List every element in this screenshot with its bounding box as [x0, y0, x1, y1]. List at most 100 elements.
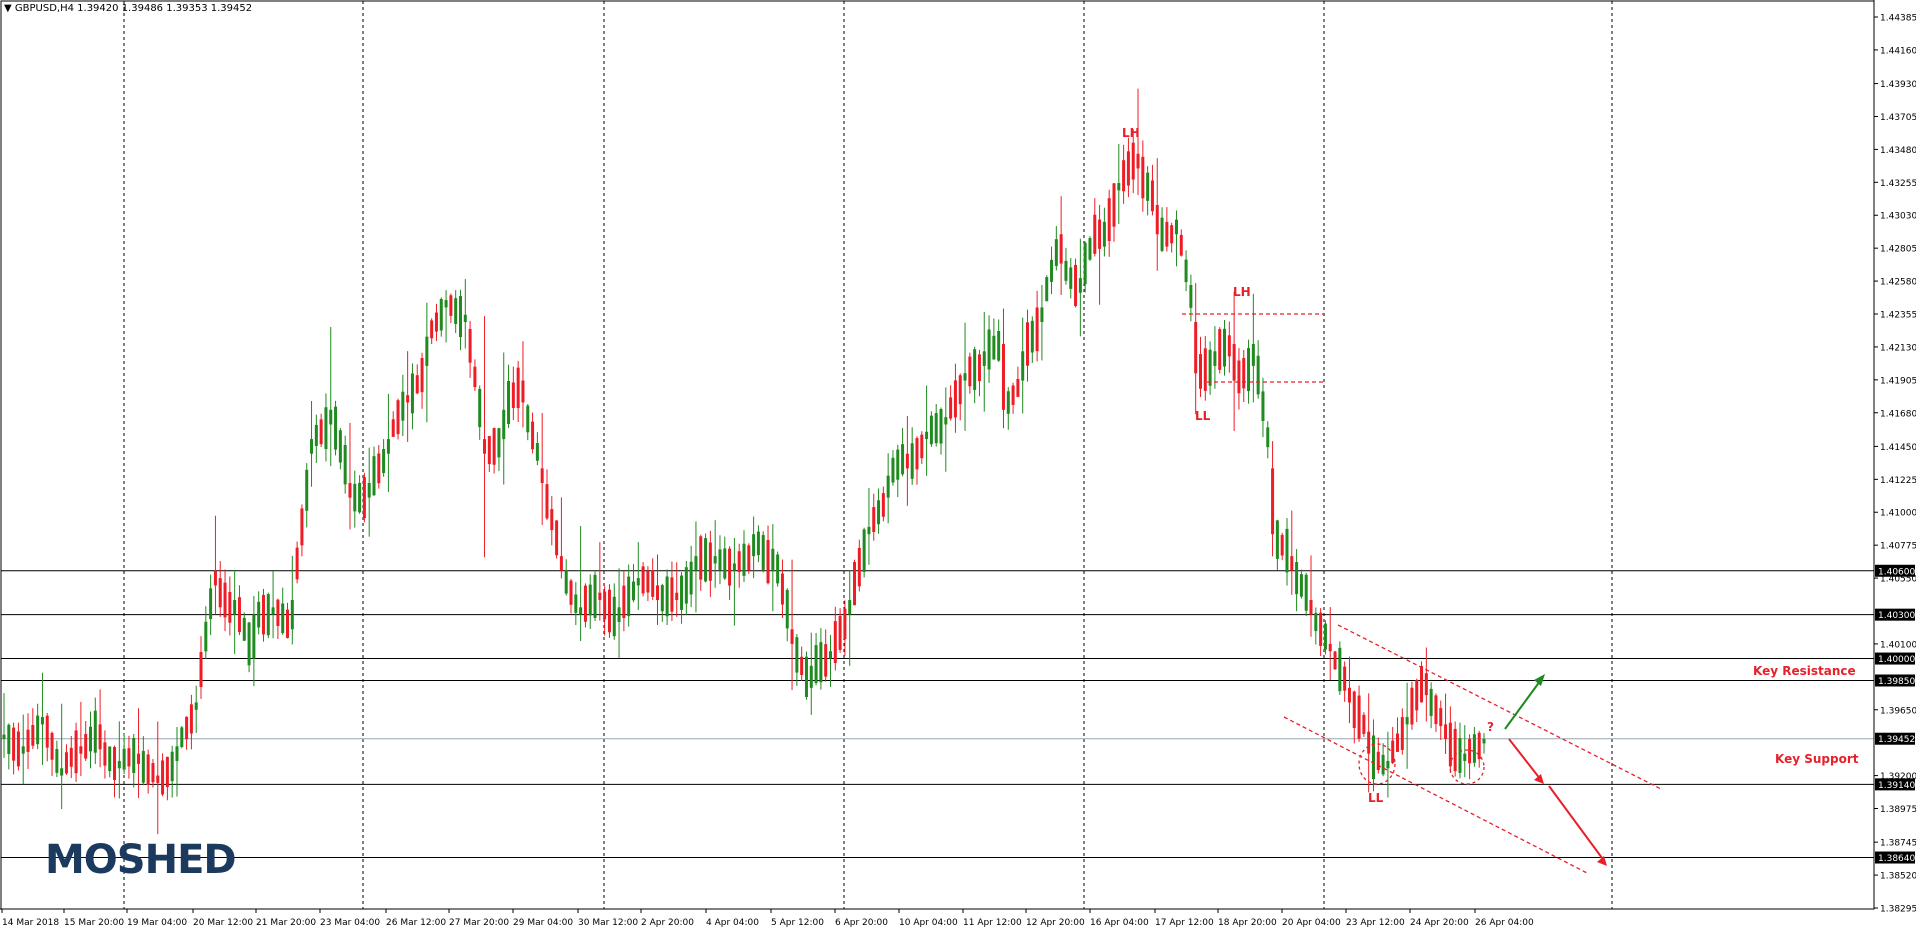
time-tick-label: 5 Apr 12:00: [771, 918, 824, 928]
candle-body: [920, 434, 924, 459]
candle-body: [1319, 612, 1323, 646]
candle-body: [406, 395, 410, 403]
candle-body: [1256, 355, 1260, 395]
candle-body: [1059, 234, 1063, 264]
candle-body: [180, 727, 184, 747]
candle-body: [1170, 225, 1174, 244]
candle-body: [526, 405, 530, 433]
dropdown-arrow-icon[interactable]: ▼: [4, 3, 12, 14]
candle-body: [1064, 260, 1068, 281]
candle-body: [31, 724, 35, 746]
price-tick-label: 1.38520: [1880, 872, 1916, 882]
candle-body: [656, 585, 660, 601]
price-tick-label: 1.42580: [1880, 278, 1916, 288]
ll-label-2: LL: [1368, 791, 1384, 805]
price-tick-label: 1.41680: [1880, 409, 1916, 419]
candle-body: [603, 591, 607, 620]
candle-body: [1295, 562, 1299, 595]
candle-body: [1155, 205, 1159, 235]
candle-body: [535, 443, 539, 461]
candle-body: [1405, 717, 1409, 725]
price-tick-label: 1.38745: [1880, 839, 1916, 849]
candle-body: [1280, 534, 1284, 556]
lh-label-2: LH: [1233, 285, 1251, 299]
candle-body: [343, 445, 347, 485]
candle-body: [737, 551, 741, 572]
candle-body: [992, 335, 996, 360]
price-tick-label: 1.40100: [1880, 640, 1916, 650]
candle-body: [848, 600, 852, 615]
candle-body: [1160, 217, 1164, 251]
candle-body: [310, 439, 314, 454]
candle-body: [1333, 651, 1337, 670]
price-label-box: [1875, 732, 1915, 745]
candle-body: [809, 665, 813, 688]
candle-body: [2, 734, 6, 740]
candle-body: [555, 520, 559, 556]
lh-label-1: LH: [1122, 126, 1140, 140]
candle-body: [1482, 739, 1486, 744]
drawing-objects: [1182, 313, 1662, 875]
candle-body: [242, 617, 246, 641]
candle-body: [1362, 714, 1366, 734]
price-label-box: [1875, 564, 1915, 577]
bearish-arrow-long-head: [1597, 856, 1607, 866]
time-tick-label: 30 Mar 12:00: [578, 918, 638, 928]
time-tick-label: 23 Mar 04:00: [320, 918, 380, 928]
candle-body: [213, 570, 217, 586]
candle-body: [45, 715, 49, 748]
time-tick-label: 23 Apr 12:00: [1346, 918, 1405, 928]
candle-body: [98, 724, 102, 750]
price-tick-label: 1.38295: [1880, 905, 1916, 915]
candle-body: [170, 751, 174, 782]
candle-body: [410, 373, 414, 414]
candle-body: [780, 573, 784, 605]
candle-body: [60, 768, 64, 776]
candle-body: [1367, 731, 1371, 754]
candle-body: [1275, 520, 1279, 559]
candle-body: [689, 561, 693, 595]
candle-body: [641, 566, 645, 594]
channel-lower-line: [1283, 716, 1590, 875]
candle-body: [1035, 307, 1039, 352]
candle-body: [761, 535, 765, 570]
candle-body: [521, 380, 525, 403]
candle-body: [843, 608, 847, 640]
candle-body: [1376, 751, 1380, 771]
candle-body: [1232, 343, 1236, 381]
candle-body: [1439, 708, 1443, 727]
candle-body: [141, 750, 145, 783]
price-tick-label: 1.42130: [1880, 343, 1916, 353]
candle-body: [348, 482, 352, 498]
candle-body: [881, 493, 885, 517]
time-tick-label: 20 Apr 04:00: [1282, 918, 1341, 928]
candle-body: [314, 424, 318, 446]
candle-body: [295, 547, 299, 580]
candle-body: [704, 538, 708, 582]
candle-body: [40, 717, 44, 725]
candle-body: [1122, 160, 1126, 192]
candle-body: [766, 540, 770, 584]
price-tick-label: 1.39650: [1880, 706, 1916, 716]
candle-body: [824, 644, 828, 677]
candle-body: [1314, 612, 1318, 632]
candle-body: [752, 534, 756, 557]
candle-body: [1198, 354, 1202, 389]
candle-body: [175, 746, 179, 761]
price-label-text: 1.40000: [1878, 655, 1915, 665]
candle-body: [1227, 335, 1231, 357]
candle-body: [790, 629, 794, 644]
time-tick-label: 14 Mar 2018: [2, 918, 59, 928]
candle-body: [122, 748, 126, 770]
candle-body: [1468, 738, 1472, 764]
candle-body: [1102, 221, 1106, 247]
candle-body: [675, 592, 679, 601]
candle-body: [1150, 180, 1154, 212]
candle-body: [194, 702, 198, 710]
candle-body: [252, 614, 256, 659]
candle-body: [939, 409, 943, 444]
candle-body: [1131, 142, 1135, 180]
candle-body: [1381, 754, 1385, 775]
candle-body: [492, 428, 496, 465]
candle-body: [713, 556, 717, 564]
